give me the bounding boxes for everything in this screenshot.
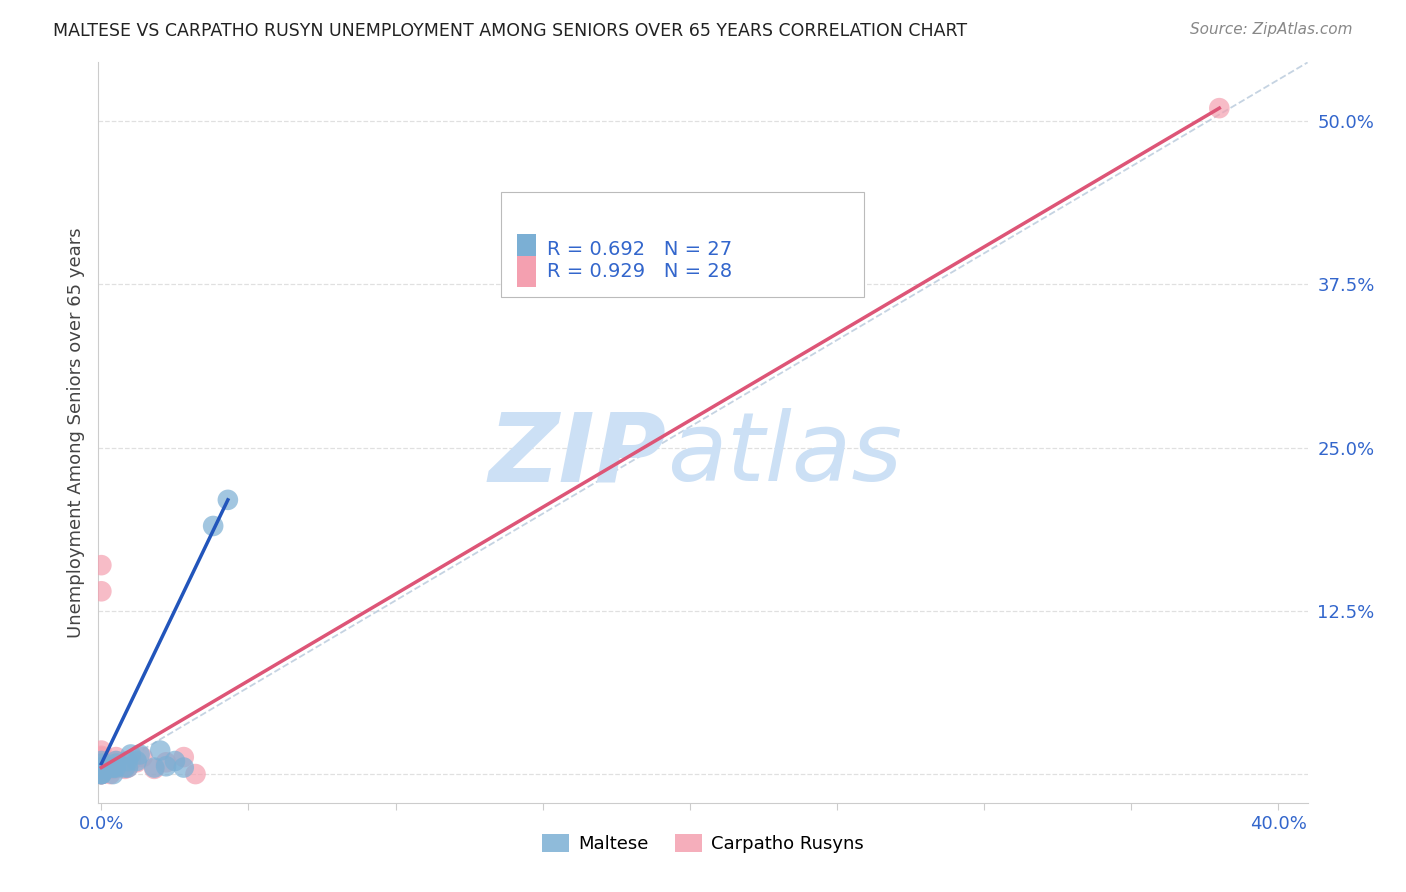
Point bbox=[125, 756, 148, 770]
Point bbox=[90, 767, 112, 781]
Point bbox=[117, 760, 139, 774]
Point bbox=[202, 519, 225, 533]
Point bbox=[117, 754, 139, 768]
Point bbox=[163, 754, 186, 768]
Point bbox=[90, 743, 112, 757]
Point bbox=[90, 754, 112, 768]
Legend: Maltese, Carpatho Rusyns: Maltese, Carpatho Rusyns bbox=[534, 827, 872, 861]
Point bbox=[90, 767, 112, 781]
Point bbox=[90, 558, 112, 573]
Point bbox=[90, 767, 112, 781]
Point bbox=[114, 760, 136, 774]
Point bbox=[217, 492, 239, 507]
Point bbox=[90, 748, 112, 763]
Point bbox=[90, 767, 112, 781]
Point bbox=[90, 760, 112, 774]
Point bbox=[101, 767, 124, 781]
Text: atlas: atlas bbox=[666, 409, 901, 501]
Point bbox=[120, 754, 142, 768]
Point bbox=[131, 750, 153, 764]
Y-axis label: Unemployment Among Seniors over 65 years: Unemployment Among Seniors over 65 years bbox=[66, 227, 84, 638]
Point bbox=[90, 760, 112, 774]
Point bbox=[105, 756, 128, 771]
Text: MALTESE VS CARPATHO RUSYN UNEMPLOYMENT AMONG SENIORS OVER 65 YEARS CORRELATION C: MALTESE VS CARPATHO RUSYN UNEMPLOYMENT A… bbox=[53, 22, 967, 40]
Point bbox=[90, 763, 112, 777]
Point bbox=[105, 754, 128, 768]
Point bbox=[90, 756, 112, 771]
Point bbox=[90, 767, 112, 781]
Point bbox=[173, 750, 195, 764]
Point bbox=[117, 760, 139, 774]
Point bbox=[155, 756, 177, 770]
Text: Source: ZipAtlas.com: Source: ZipAtlas.com bbox=[1189, 22, 1353, 37]
Point bbox=[143, 760, 166, 774]
Point bbox=[149, 743, 172, 757]
Point bbox=[105, 760, 128, 774]
Point bbox=[90, 756, 112, 771]
Point bbox=[114, 760, 136, 774]
Text: R = 0.692   N = 27: R = 0.692 N = 27 bbox=[547, 240, 733, 259]
Point bbox=[90, 584, 112, 599]
Point bbox=[155, 759, 177, 773]
Point bbox=[98, 767, 121, 781]
Point bbox=[184, 767, 207, 781]
Point bbox=[105, 750, 128, 764]
Point bbox=[105, 756, 128, 771]
Point bbox=[101, 760, 124, 774]
Point bbox=[125, 754, 148, 768]
Point bbox=[101, 760, 124, 774]
Point bbox=[90, 760, 112, 774]
Text: R = 0.929   N = 28: R = 0.929 N = 28 bbox=[547, 262, 733, 281]
Point bbox=[120, 747, 142, 762]
Point bbox=[173, 760, 195, 774]
Point bbox=[143, 762, 166, 776]
Point bbox=[105, 754, 128, 768]
Point bbox=[128, 747, 150, 762]
Point bbox=[90, 762, 112, 776]
Point bbox=[101, 762, 124, 776]
Point bbox=[101, 760, 124, 774]
Point bbox=[90, 750, 112, 764]
Text: ZIP: ZIP bbox=[489, 409, 666, 501]
Point bbox=[1208, 101, 1230, 115]
Point bbox=[90, 767, 112, 781]
Point bbox=[114, 762, 136, 776]
